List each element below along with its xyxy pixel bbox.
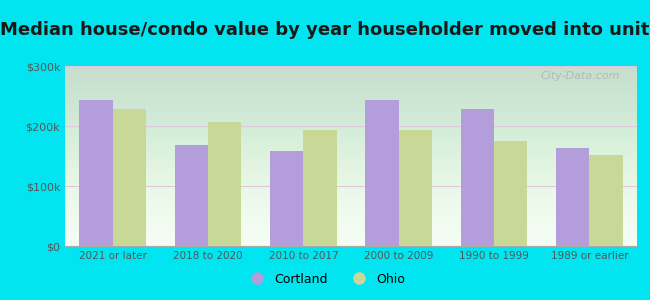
Bar: [556, 148, 590, 246]
Bar: [208, 122, 241, 246]
Bar: [590, 155, 623, 246]
Bar: [270, 151, 304, 246]
Bar: [365, 100, 398, 246]
Bar: [112, 109, 146, 246]
Bar: [79, 100, 112, 246]
Bar: [494, 141, 527, 246]
Text: Median house/condo value by year householder moved into unit: Median house/condo value by year househo…: [0, 21, 650, 39]
Bar: [398, 130, 432, 246]
Text: City-Data.com: City-Data.com: [540, 71, 620, 81]
Legend: Cortland, Ohio: Cortland, Ohio: [239, 268, 411, 291]
Bar: [175, 145, 208, 246]
Bar: [461, 109, 494, 246]
Bar: [304, 130, 337, 246]
